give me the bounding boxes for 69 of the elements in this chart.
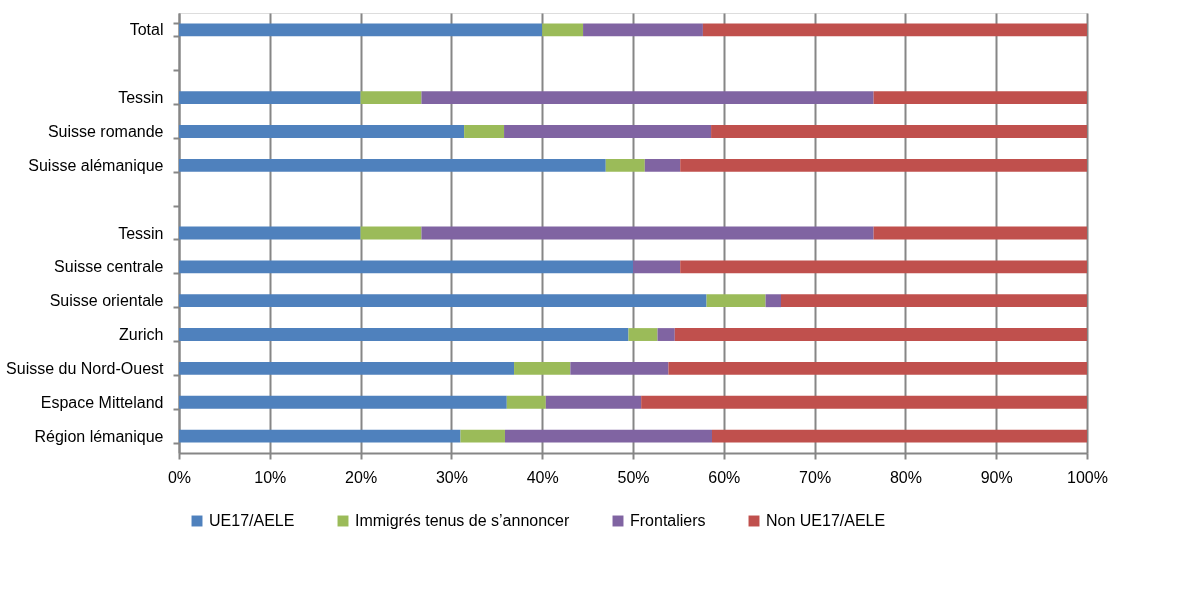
x-tick-label: 40% [526, 468, 559, 486]
bar [179, 361, 515, 375]
x-tick-label: 20% [345, 468, 378, 486]
x-tick-label: 30% [435, 468, 468, 486]
bar [657, 328, 675, 341]
bar [360, 91, 422, 105]
legend-label: Frontaliers [630, 512, 706, 529]
bar [781, 294, 1087, 308]
bar [644, 158, 681, 172]
bar [179, 226, 361, 240]
bar [179, 23, 543, 37]
y-tick-label: Suisse orientale [49, 292, 164, 310]
bar [873, 91, 1087, 105]
y-tick-label: Suisse du Nord-Ouest [6, 359, 165, 377]
bar [680, 260, 1087, 274]
y-tick-label: Tessin [118, 89, 164, 107]
bar [421, 91, 874, 105]
bar [360, 226, 422, 240]
legend-label: Non UE17/AELE [766, 512, 886, 529]
bar [460, 429, 505, 443]
y-tick-label: Suisse alémanique [28, 156, 164, 174]
x-tick-label: 0% [167, 468, 192, 486]
bar [706, 294, 766, 308]
x-tick-label: 60% [708, 468, 741, 486]
x-tick-label: 90% [980, 468, 1013, 486]
y-tick-label: Tessin [118, 224, 164, 242]
bar [179, 294, 707, 308]
bar [506, 395, 546, 409]
bar [504, 429, 712, 443]
legend-label: UE17/AELE [209, 512, 295, 529]
x-tick-label: 10% [254, 468, 287, 486]
bar [179, 328, 629, 341]
x-tick-label: 100% [1067, 468, 1108, 486]
bar [464, 125, 505, 138]
x-tick-label: 70% [799, 468, 832, 486]
x-tick-label: 50% [617, 468, 650, 486]
bar [765, 294, 781, 308]
bar [179, 395, 507, 409]
bar [542, 23, 584, 37]
bar [179, 91, 361, 105]
y-tick-label: Espace Mitteland [40, 393, 164, 411]
bar [179, 158, 606, 172]
bar [628, 328, 658, 341]
x-tick-label: 80% [889, 468, 922, 486]
bar [680, 158, 1087, 172]
bar [873, 226, 1087, 240]
bar [668, 361, 1087, 375]
y-tick-label: Région lémanique [34, 427, 164, 445]
bar [179, 429, 461, 443]
bar [641, 395, 1087, 409]
bar [545, 395, 642, 409]
bar [674, 328, 1087, 341]
bar [421, 226, 874, 240]
y-tick-label: Total [129, 21, 164, 39]
bar [179, 125, 465, 138]
bar [570, 361, 669, 375]
bar [702, 23, 1087, 37]
y-tick-label: Suisse centrale [54, 258, 164, 276]
bar [711, 125, 1087, 138]
bar [504, 125, 712, 138]
bar [712, 429, 1087, 443]
bar [179, 260, 633, 274]
bar [514, 361, 571, 375]
bar [605, 158, 645, 172]
bar [583, 23, 703, 37]
bar [633, 260, 681, 274]
y-tick-label: Suisse romande [47, 122, 164, 140]
legend-label: Immigrés tenus de s’annoncer [355, 512, 570, 529]
y-tick-label: Zurich [119, 326, 164, 344]
